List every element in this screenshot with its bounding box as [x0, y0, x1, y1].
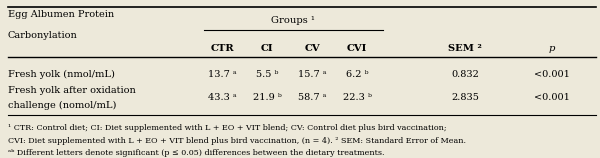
Text: 2.835: 2.835	[451, 93, 479, 102]
Text: ¹ CTR: Control diet; CI: Diet supplemented with L + EO + VIT blend; CV: Control : ¹ CTR: Control diet; CI: Diet supplement…	[8, 124, 446, 132]
Text: 0.832: 0.832	[451, 70, 479, 79]
Text: 15.7 ᵃ: 15.7 ᵃ	[298, 70, 326, 79]
Text: CVI: Diet supplemented with L + EO + VIT blend plus bird vaccination, (n = 4). ²: CVI: Diet supplemented with L + EO + VIT…	[8, 137, 466, 145]
Text: 43.3 ᵃ: 43.3 ᵃ	[208, 93, 236, 102]
Text: CV: CV	[304, 44, 320, 53]
Text: ᵃᵇ Different letters denote significant (p ≤ 0.05) differences between the dieta: ᵃᵇ Different letters denote significant …	[8, 149, 385, 157]
Text: Groups ¹: Groups ¹	[271, 16, 316, 25]
Text: challenge (nomol/mL): challenge (nomol/mL)	[8, 101, 116, 110]
Text: SEM ²: SEM ²	[448, 44, 482, 53]
Text: Fresh yolk after oxidation: Fresh yolk after oxidation	[8, 86, 136, 95]
Text: <0.001: <0.001	[534, 93, 570, 102]
Text: Egg Albumen Protein: Egg Albumen Protein	[8, 10, 114, 19]
Text: CI: CI	[260, 44, 274, 53]
Text: Fresh yolk (nmol/mL): Fresh yolk (nmol/mL)	[8, 70, 115, 79]
Text: CTR: CTR	[210, 44, 234, 53]
Text: 6.2 ᵇ: 6.2 ᵇ	[346, 70, 368, 79]
Text: 22.3 ᵇ: 22.3 ᵇ	[343, 93, 371, 102]
Text: 21.9 ᵇ: 21.9 ᵇ	[253, 93, 281, 102]
Text: CVI: CVI	[347, 44, 367, 53]
Text: <0.001: <0.001	[534, 70, 570, 79]
Text: 13.7 ᵃ: 13.7 ᵃ	[208, 70, 236, 79]
Text: Carbonylation: Carbonylation	[8, 31, 77, 40]
Text: p: p	[549, 44, 555, 53]
Text: 5.5 ᵇ: 5.5 ᵇ	[256, 70, 278, 79]
Text: 58.7 ᵃ: 58.7 ᵃ	[298, 93, 326, 102]
